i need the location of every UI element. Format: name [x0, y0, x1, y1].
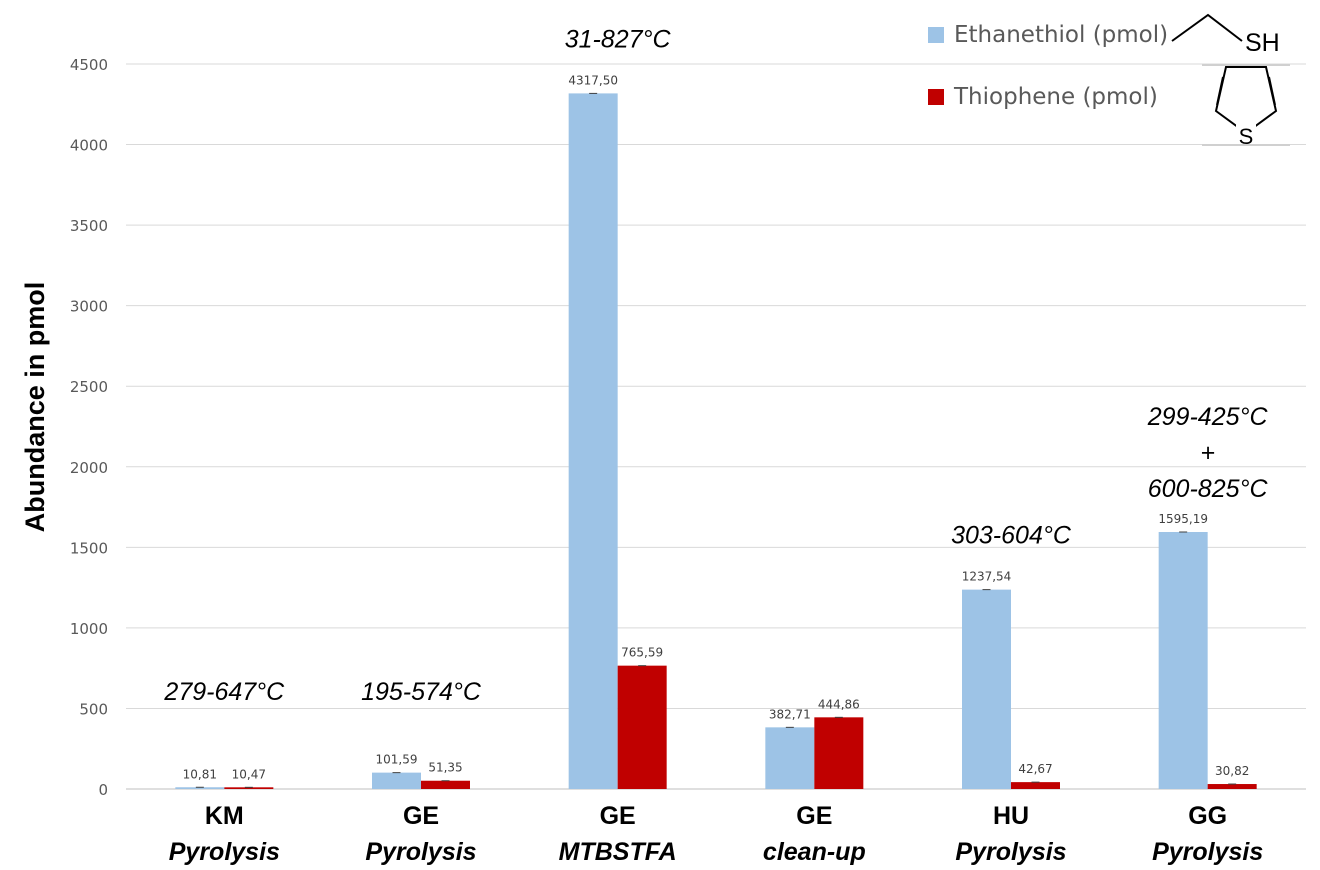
- bars: [175, 92, 1257, 790]
- x-category-label: GG: [1188, 802, 1227, 830]
- data-label: 4317,50: [568, 73, 618, 87]
- thiophene-s-label: S: [1239, 124, 1254, 149]
- y-axis-ticks: 0 500 1000 1500 2000 2500 3000 3500 4000 4500: [70, 56, 108, 799]
- chemical-structures: SH S: [1171, 13, 1290, 149]
- bar-ethanethiol: [1158, 531, 1208, 789]
- legend-label-thiophene: Thiophene (pmol): [954, 84, 1158, 110]
- bar-thiophene: [224, 787, 274, 789]
- bar-thiophene: [421, 780, 470, 789]
- temperature-annotation: 279-647°C: [163, 678, 285, 706]
- bar-ethanethiol: [765, 727, 815, 789]
- x-category-method-label: Pyrolysis: [169, 838, 280, 865]
- x-category-label: HU: [993, 802, 1029, 830]
- x-category-label: GE: [796, 802, 832, 830]
- temperature-annotation: 31-827°C: [565, 25, 672, 53]
- data-label: 1237,54: [962, 570, 1012, 584]
- gridlines: [126, 63, 1306, 790]
- y-tick-label: 3000: [70, 298, 108, 316]
- x-category-method-label: Pyrolysis: [955, 838, 1066, 865]
- y-tick-label: 4500: [70, 56, 108, 74]
- data-labels: 10,81 10,47 101,59 51,35 4317,50 765,59 382,71…: [183, 73, 1250, 781]
- bar-ethanethiol: [372, 772, 421, 789]
- x-axis-labels: KM Pyrolysis GE Pyrolysis GE MTBSTFA GE clean-u…: [169, 802, 1264, 866]
- y-tick-label: 1000: [70, 620, 108, 638]
- temperature-annotation: +: [1200, 439, 1215, 467]
- y-tick-label: 1500: [70, 539, 108, 557]
- legend-label-ethanethiol: Ethanethiol (pmol): [954, 22, 1169, 48]
- x-category-method-label: MTBSTFA: [559, 838, 677, 865]
- bar-ethanethiol: [568, 93, 618, 790]
- data-label: 10,81: [183, 767, 217, 781]
- temperature-annotation: 299-425°C: [1147, 403, 1269, 431]
- bar-thiophene: [814, 717, 864, 789]
- temperature-annotation: 600-825°C: [1148, 475, 1269, 503]
- data-label: 382,71: [769, 707, 811, 721]
- y-tick-label: 2500: [70, 378, 108, 396]
- y-axis-title: Abundance in pmol: [20, 282, 50, 533]
- data-label: 51,35: [428, 761, 462, 775]
- temperature-annotation: 195-574°C: [361, 678, 482, 706]
- x-category-label: GE: [600, 802, 636, 830]
- x-category-method-label: Pyrolysis: [1152, 838, 1263, 865]
- legend-swatch-ethanethiol: [928, 27, 944, 43]
- y-tick-label: 3500: [70, 217, 108, 235]
- temperature-annotation: 303-604°C: [951, 522, 1072, 550]
- y-tick-label: 4000: [70, 137, 108, 155]
- bar-thiophene: [1207, 784, 1257, 789]
- legend-swatch-thiophene: [928, 89, 944, 105]
- annotations: 279-647°C 195-574°C 31-827°C 303-604°C 299-4…: [163, 25, 1268, 706]
- legend-item-ethanethiol: Ethanethiol (pmol): [928, 22, 1168, 48]
- bar-thiophene: [617, 665, 667, 789]
- data-label: 10,47: [232, 767, 266, 781]
- ethanethiol-sh-label: SH: [1245, 29, 1280, 57]
- bar-ethanethiol: [962, 589, 1011, 789]
- x-category-label: GE: [403, 802, 439, 830]
- data-label: 1595,19: [1158, 512, 1208, 526]
- x-category-label: KM: [205, 802, 244, 830]
- bar-thiophene: [1011, 782, 1060, 789]
- y-tick-label: 2000: [70, 459, 108, 477]
- data-label: 765,59: [621, 646, 663, 660]
- data-label: 42,67: [1018, 762, 1052, 776]
- y-tick-label: 0: [98, 781, 108, 799]
- ethanethiol-structure-icon: SH: [1171, 13, 1280, 57]
- x-category-method-label: Pyrolysis: [365, 838, 476, 865]
- data-label: 101,59: [376, 753, 418, 767]
- bar-ethanethiol: [175, 787, 225, 789]
- x-category-method-label: clean-up: [763, 838, 866, 865]
- data-label: 444,86: [818, 697, 860, 711]
- thiophene-structure-icon: S: [1214, 66, 1278, 149]
- y-tick-label: 500: [79, 700, 108, 718]
- legend-item-thiophene: Thiophene (pmol): [928, 84, 1158, 110]
- data-label: 30,82: [1215, 764, 1249, 778]
